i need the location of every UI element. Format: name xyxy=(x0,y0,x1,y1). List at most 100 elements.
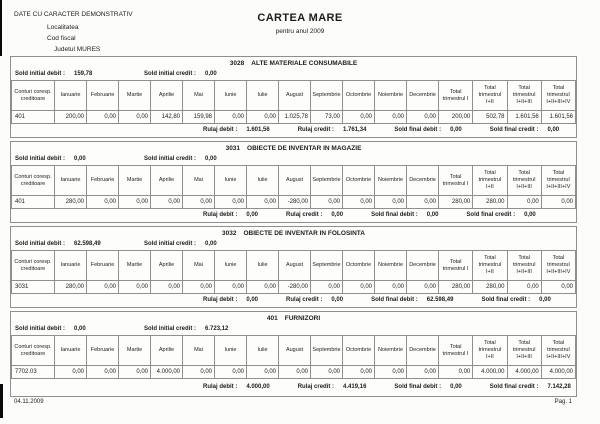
sold-initial-debit-value: 159,78 xyxy=(74,71,93,77)
account-name: ALTE MATERIALE CONSUMABILE xyxy=(251,60,358,67)
amount-cell: 0,00 xyxy=(86,280,119,294)
sold-initial-debit-label: Sold initial debit : xyxy=(15,326,65,332)
column-header: Ianuarie xyxy=(54,250,87,281)
sold-final-debit-value: 0,00 xyxy=(450,384,462,390)
totals-line: Rulaj debit : 4.000,00 Rulaj credit : 4.… xyxy=(11,379,576,396)
table-body: 401 200,00 0,00 0,00 142,80 159,98 0,00 0,00 1.0… xyxy=(11,110,577,124)
column-header: Februarie xyxy=(86,250,119,281)
amount-cell: -280,00 xyxy=(278,195,311,209)
column-header: Martie xyxy=(118,80,151,111)
sold-final-credit-label: Sold final credit : xyxy=(489,127,539,133)
sold-initial-credit-label: Sold initial credit : xyxy=(144,241,197,247)
sold-initial-debit-value: 0,00 xyxy=(74,156,86,162)
column-header: Noiembrie xyxy=(374,80,407,111)
column-header: Mai xyxy=(182,80,215,111)
column-header: Aprilie xyxy=(150,165,183,196)
column-header: August xyxy=(278,335,311,366)
sold-initial-credit-label: Sold initial credit : xyxy=(144,156,197,162)
amount-cell: 0,00 xyxy=(246,365,279,379)
amount-cell: 4.000,00 xyxy=(506,365,542,379)
ledger-table: Conturi coresp. creditoare Ianuarie Februa… xyxy=(11,165,577,209)
rulaj-credit-value: 4.419,16 xyxy=(343,384,367,390)
ledger-section: 3031 OBIECTE DE INVENTAR IN MAGAZIE Sold … xyxy=(10,141,577,223)
account-name: FURNIZORI xyxy=(284,315,321,322)
amount-cell: 0,00 xyxy=(118,195,151,209)
sold-initial-line: Sold initial debit : 0,00 Sold initial c… xyxy=(11,324,576,335)
sold-final-credit-value: 7.142,28 xyxy=(547,384,571,390)
sold-initial-line: Sold initial debit : 62.598,49 Sold init… xyxy=(11,239,576,250)
column-header: Ianuarie xyxy=(54,80,87,111)
amount-cell: 0,00 xyxy=(86,195,119,209)
column-header: Total trimestrul I xyxy=(437,165,474,196)
amount-cell: 0,00 xyxy=(86,365,119,379)
column-header: Septembrie xyxy=(310,165,343,196)
rulaj-credit-value: 0,00 xyxy=(331,212,344,218)
table-body: 7702.03 0,00 0,00 0,00 4.000,00 0,00 0,00 0,00 0… xyxy=(11,365,577,379)
amount-cell: 0,00 xyxy=(246,280,279,294)
column-header: Septembrie xyxy=(310,335,343,366)
column-header: Noiembrie xyxy=(374,250,407,281)
table-row: 401 280,00 0,00 0,00 0,00 0,00 0,00 0,00 -280,00… xyxy=(11,195,577,209)
amount-cell: 0,00 xyxy=(150,280,183,294)
sold-final-credit-label: Sold final credit : xyxy=(489,384,539,390)
account-name: OBIECTE DE INVENTAR IN FOLOSINTA xyxy=(243,230,365,237)
amount-cell: 0,00 xyxy=(342,195,375,209)
account-name: OBIECTE DE INVENTAR IN MAGAZIE xyxy=(247,145,362,152)
amount-cell: 200,00 xyxy=(437,110,474,124)
demo-data-note: DATE CU CARACTER DEMONSTRATIV xyxy=(14,11,133,18)
column-header: Decembrie xyxy=(406,250,439,281)
totals-line: Rulaj debit : 0,00 Rulaj credit : 0,00 S… xyxy=(11,209,576,222)
rulaj-debit-value: 4.000,00 xyxy=(246,384,270,390)
sold-initial-credit-value: 0,00 xyxy=(205,156,217,162)
table-header-row: Conturi coresp. creditoare Ianuarie Februa… xyxy=(11,80,577,111)
ledger-table: Conturi coresp. creditoare Ianuarie Februa… xyxy=(11,335,577,379)
section-title: 401 FURNIZORI xyxy=(11,312,576,324)
amount-cell: 280,00 xyxy=(54,195,87,209)
scan-artifact-bottom xyxy=(0,384,3,418)
amount-cell: 280,00 xyxy=(54,280,87,294)
sections: 3028 ALTE MATERIALE CONSUMABILE Sold init… xyxy=(10,56,577,400)
rulaj-credit-label: Rulaj credit : xyxy=(286,212,323,218)
column-header: Februarie xyxy=(86,335,119,366)
sold-final-debit-label: Sold final debit : xyxy=(371,297,418,303)
amount-cell: 0,00 xyxy=(118,280,151,294)
print-date: 04.11.2009 xyxy=(14,399,44,405)
column-header: Februarie xyxy=(86,80,119,111)
sold-initial-line: Sold initial debit : 0,00 Sold initial c… xyxy=(11,154,576,165)
amount-cell: 0,00 xyxy=(437,365,474,379)
section-title: 3031 OBIECTE DE INVENTAR IN MAGAZIE xyxy=(11,142,576,154)
column-header: Iulie xyxy=(246,335,279,366)
account-number: 3032 xyxy=(222,230,237,237)
amount-cell: 0,00 xyxy=(310,365,343,379)
ledger-section: 3032 OBIECTE DE INVENTAR IN FOLOSINTA Sol… xyxy=(10,226,577,308)
column-header: Total trimestrul I+II xyxy=(472,165,508,196)
sold-initial-debit-label: Sold initial debit : xyxy=(15,156,65,162)
amount-cell: 0,00 xyxy=(310,195,343,209)
amount-cell: 0,00 xyxy=(150,195,183,209)
column-header: Total trimestrul I+II xyxy=(472,335,508,366)
sold-initial-line: Sold initial debit : 159,78 Sold initial… xyxy=(11,69,576,80)
column-header: Aprilie xyxy=(150,250,183,281)
column-header: Ianuarie xyxy=(54,165,87,196)
column-header: Total trimestrul I xyxy=(437,250,474,281)
column-header: Decembrie xyxy=(406,80,439,111)
section-title: 3032 OBIECTE DE INVENTAR IN FOLOSINTA xyxy=(11,227,576,239)
sold-final-debit-value: 0,00 xyxy=(426,212,439,218)
amount-cell: 0,00 xyxy=(374,195,407,209)
rulaj-debit-value: 0,00 xyxy=(246,212,259,218)
table-head: Conturi coresp. creditoare Ianuarie Februa… xyxy=(11,80,577,111)
table-head: Conturi coresp. creditoare Ianuarie Februa… xyxy=(11,165,577,196)
column-header: Conturi coresp. creditoare xyxy=(11,250,55,281)
account-cell: 7702.03 xyxy=(11,365,55,379)
section-title: 3028 ALTE MATERIALE CONSUMABILE xyxy=(11,57,576,69)
rulaj-credit-value: 1.761,34 xyxy=(343,127,367,133)
page-subtitle: pentru anul 2009 xyxy=(275,28,325,35)
table-row: 401 200,00 0,00 0,00 142,80 159,98 0,00 0,00 1.0… xyxy=(11,110,577,124)
column-header: Mai xyxy=(182,250,215,281)
rulaj-debit-label: Rulaj debit : xyxy=(203,127,238,133)
fiscal-code-label: Cod fiscal xyxy=(47,35,76,42)
amount-cell: 1.025,78 xyxy=(278,110,311,124)
ledger-table: Conturi coresp. creditoare Ianuarie Februa… xyxy=(11,80,577,124)
sold-final-debit-label: Sold final debit : xyxy=(394,384,442,390)
column-header: Total trimestrul I+II xyxy=(472,80,508,111)
